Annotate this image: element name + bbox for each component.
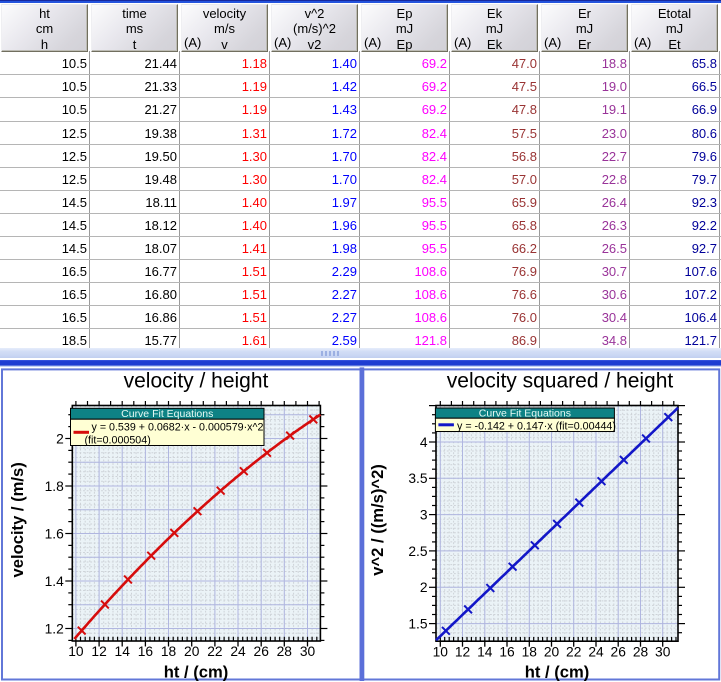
svg-text:14: 14 [477,644,493,659]
svg-text:10: 10 [433,644,449,659]
svg-text:velocity squared / height: velocity squared / height [447,369,674,392]
svg-text:3.5: 3.5 [408,471,428,486]
svg-text:20: 20 [184,644,200,659]
svg-text:3: 3 [420,508,428,523]
svg-text:2.5: 2.5 [408,544,428,559]
svg-text:1.5: 1.5 [408,617,428,632]
svg-text:26: 26 [254,644,270,659]
svg-text:1.4: 1.4 [45,574,65,589]
svg-text:Curve Fit Equations: Curve Fit Equations [479,408,571,420]
svg-text:12: 12 [455,644,470,659]
svg-text:1.2: 1.2 [45,621,64,636]
svg-text:4: 4 [420,435,428,450]
svg-text:24: 24 [588,644,604,659]
svg-text:30: 30 [655,644,671,659]
svg-text:18: 18 [522,644,538,659]
svg-text:10: 10 [68,644,84,659]
svg-text:1.6: 1.6 [45,526,65,541]
svg-text:velocity / height: velocity / height [124,369,269,392]
svg-text:y = 0.539 + 0.0682·x - 0.00057: y = 0.539 + 0.0682·x - 0.000579·x^2 [92,422,264,434]
svg-text:1.8: 1.8 [45,479,65,494]
svg-text:28: 28 [633,644,649,659]
svg-text:24: 24 [230,644,246,659]
svg-text:12: 12 [91,644,106,659]
svg-text:14: 14 [115,644,131,659]
svg-text:velocity / (m/s): velocity / (m/s) [8,462,27,577]
svg-text:22: 22 [566,644,581,659]
svg-text:26: 26 [611,644,627,659]
svg-text:v^2 / ((m/s)^2): v^2 / ((m/s)^2) [368,464,387,576]
svg-text:16: 16 [138,644,154,659]
svg-text:Curve Fit Equations: Curve Fit Equations [121,408,213,420]
svg-text:20: 20 [544,644,560,659]
svg-text:22: 22 [207,644,222,659]
svg-text:2: 2 [56,431,64,446]
svg-text:(fit=0.000504): (fit=0.000504) [85,435,151,447]
svg-text:28: 28 [277,644,293,659]
svg-text:y = -0.142 + 0.147·x (fit=0.00: y = -0.142 + 0.147·x (fit=0.00444) [457,421,616,433]
svg-text:ht / (cm): ht / (cm) [525,663,590,682]
svg-text:18: 18 [161,644,177,659]
svg-text:16: 16 [499,644,515,659]
svg-text:ht / (cm): ht / (cm) [164,662,229,681]
svg-text:30: 30 [300,644,316,659]
svg-text:2: 2 [420,580,428,595]
